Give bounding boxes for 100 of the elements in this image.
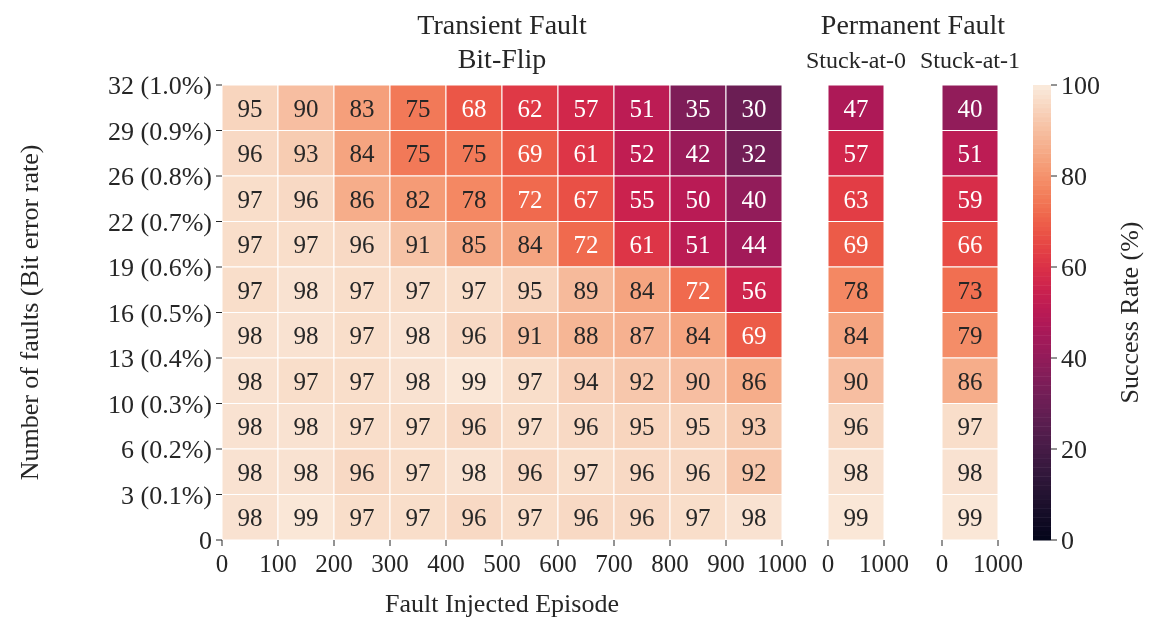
data-label: 90 — [843, 367, 869, 395]
y-tick-label: 26 (0.8%) — [108, 162, 212, 192]
data-label: 91 — [517, 322, 543, 349]
data-label: 97 — [517, 413, 543, 440]
data-label: 98 — [237, 322, 263, 349]
data-label: 30 — [741, 94, 767, 122]
data-label: 96 — [349, 231, 375, 258]
data-label: 52 — [629, 140, 655, 167]
x-tick-label: 100 — [259, 550, 297, 577]
data-label: 59 — [957, 185, 983, 213]
data-label: 97 — [293, 231, 319, 258]
data-label: 89 — [573, 276, 599, 304]
data-label: 97 — [405, 413, 431, 440]
data-label: 87 — [629, 322, 655, 349]
data-label: 78 — [843, 276, 869, 304]
data-label: 97 — [405, 276, 431, 304]
data-label: 51 — [957, 140, 983, 167]
color-bar-label: 60 — [1061, 253, 1087, 283]
data-label: 97 — [349, 322, 375, 349]
data-label: 96 — [461, 413, 487, 440]
data-label: 97 — [517, 504, 543, 531]
data-label: 61 — [573, 140, 599, 167]
data-label: 97 — [405, 458, 431, 486]
data-label: 56 — [741, 276, 767, 304]
data-label: 98 — [293, 276, 319, 304]
data-label: 98 — [237, 413, 263, 440]
y-tick-label: 32 (1.0%) — [108, 71, 212, 101]
data-label: 94 — [573, 367, 599, 395]
data-label: 96 — [517, 458, 543, 486]
x-tick-label: 0 — [215, 550, 229, 577]
y-tick-label: 13 (0.4%) — [108, 344, 212, 374]
data-label: 97 — [957, 413, 983, 440]
data-label: 95 — [517, 276, 543, 304]
chart-title: Permanent Fault — [820, 9, 1006, 40]
data-label: 96 — [461, 504, 487, 531]
x-tick-label: 500 — [483, 550, 521, 577]
data-label: 99 — [461, 367, 487, 395]
data-label: 96 — [843, 413, 869, 440]
data-label: 57 — [843, 140, 869, 167]
data-label: 57 — [573, 94, 599, 122]
data-label: 96 — [629, 504, 655, 531]
data-label: 96 — [461, 322, 487, 349]
data-label: 32 — [741, 140, 767, 167]
x-tick-label: 800 — [651, 550, 689, 577]
x-tick-label: 700 — [595, 550, 633, 577]
data-label: 84 — [517, 231, 543, 258]
data-label: 98 — [237, 458, 263, 486]
data-label: 86 — [741, 367, 767, 395]
data-label: 84 — [349, 140, 375, 167]
data-label: 66 — [957, 231, 983, 258]
data-label: 47 — [843, 94, 869, 122]
y-tick-label: 3 (0.1%) — [121, 480, 212, 510]
data-label: 67 — [573, 185, 599, 213]
chart-subtitle: Stuck-at-0 — [806, 47, 906, 73]
data-label: 69 — [741, 322, 767, 349]
chart-title: Transient Fault — [417, 9, 587, 40]
data-label: 97 — [237, 185, 263, 213]
y-tick-label: 16 (0.5%) — [108, 298, 212, 328]
data-label: 73 — [957, 276, 983, 304]
data-label: 97 — [349, 504, 375, 531]
data-label: 99 — [293, 504, 319, 531]
data-label: 92 — [741, 458, 767, 486]
data-label: 98 — [293, 413, 319, 440]
data-label: 96 — [573, 413, 599, 440]
data-label: 97 — [685, 504, 711, 531]
x-tick-label: 900 — [707, 550, 745, 577]
color-bar-title: Success Rate (%) — [1115, 221, 1144, 404]
data-label: 50 — [685, 185, 711, 213]
x-tick-label: 0 — [935, 550, 949, 577]
data-label: 75 — [405, 140, 431, 167]
data-label: 97 — [349, 413, 375, 440]
data-label: 98 — [293, 322, 319, 349]
data-label: 98 — [957, 458, 983, 486]
data-label: 93 — [741, 413, 767, 440]
data-label: 63 — [843, 185, 869, 213]
data-label: 35 — [685, 94, 711, 122]
data-label: 90 — [293, 94, 319, 122]
data-label: 51 — [629, 94, 655, 122]
data-label: 61 — [629, 231, 655, 258]
data-label: 69 — [843, 231, 869, 258]
data-label: 40 — [957, 94, 983, 122]
x-tick-label: 600 — [539, 550, 577, 577]
data-label: 98 — [293, 458, 319, 486]
y-axis-title: Number of faults (Bit error rate) — [15, 144, 44, 481]
data-label: 96 — [293, 185, 319, 213]
data-label: 72 — [517, 185, 543, 213]
data-label: 75 — [461, 140, 487, 167]
data-label: 97 — [293, 367, 319, 395]
y-tick-label: 19 (0.6%) — [108, 253, 212, 283]
y-tick-label: 29 (0.9%) — [108, 116, 212, 146]
color-bar-label: 0 — [1061, 526, 1074, 556]
data-label: 68 — [461, 94, 487, 122]
data-label: 98 — [405, 322, 431, 349]
data-label: 97 — [237, 276, 263, 304]
data-label: 97 — [349, 276, 375, 304]
color-bar-label: 20 — [1061, 435, 1087, 465]
x-tick-label: 1000 — [859, 550, 909, 577]
color-bar-label: 40 — [1061, 344, 1087, 374]
data-label: 72 — [685, 276, 711, 304]
data-label: 78 — [461, 185, 487, 213]
